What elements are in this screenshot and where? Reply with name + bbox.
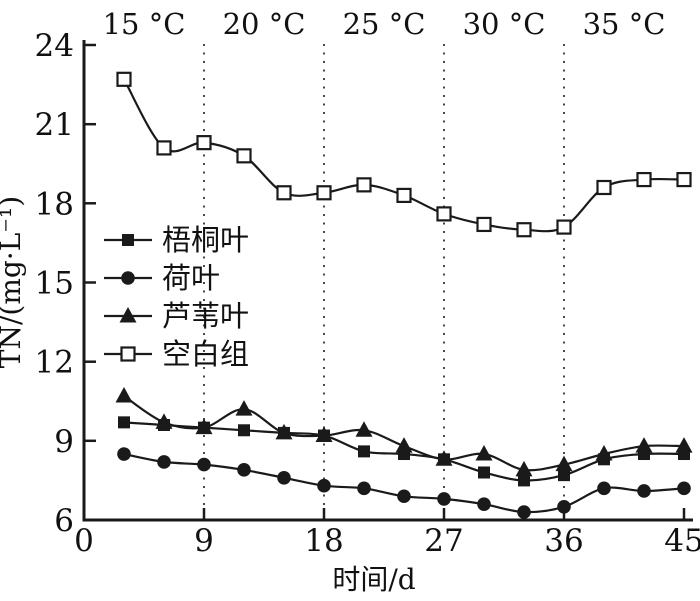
series-blank-control-open-square-marker bbox=[276, 185, 292, 201]
series-reed-leaf-filled-triangle-marker bbox=[595, 445, 613, 461]
x-axis-tick-label-0: 0 bbox=[74, 523, 94, 559]
series-blank-control-open-square-marker bbox=[596, 179, 612, 196]
legend-blank-control-open-square-marker bbox=[120, 346, 136, 362]
legend-reed-leaf-filled-triangle-marker bbox=[119, 307, 137, 323]
y-axis-tick-label-24: 24 bbox=[35, 28, 74, 64]
series-blank-control-open-square-marker bbox=[556, 219, 572, 235]
legend-wutong-leaf-filled-square-marker bbox=[122, 234, 134, 246]
series-lotus-leaf-filled-circle-marker bbox=[397, 489, 411, 504]
series-lotus-leaf-filled-circle-marker bbox=[157, 455, 171, 469]
series-lotus-leaf-filled-circle-marker bbox=[677, 481, 691, 496]
x-axis-tick-label-36: 36 bbox=[544, 523, 583, 559]
series-reed-leaf-filled-triangle-marker bbox=[435, 450, 453, 466]
series-wutong-leaf-filled-square-marker bbox=[238, 424, 250, 437]
series-blank-control-open-square-marker bbox=[676, 171, 692, 188]
series-lotus-leaf-filled-circle-marker bbox=[317, 478, 331, 493]
series-blank-control-open-square-marker bbox=[156, 140, 172, 156]
x-axis-tick-label-18: 18 bbox=[304, 523, 343, 559]
series-blank-control-open-square-marker bbox=[236, 148, 252, 164]
series-reed-leaf-filled-triangle-marker bbox=[275, 423, 293, 440]
legend-label-blank-control: 空白组 bbox=[162, 337, 249, 371]
series-blank-control-open-square-marker bbox=[636, 171, 652, 188]
x-axis-tick-label-45: 45 bbox=[664, 523, 700, 559]
series-lotus-leaf-filled-circle-marker bbox=[477, 497, 491, 511]
series-wutong-leaf-filled-square-marker bbox=[518, 474, 530, 487]
temperature-label-3: 25 °C bbox=[343, 7, 426, 41]
series-lotus-leaf-filled-circle-marker bbox=[277, 470, 291, 485]
series-reed-leaf-filled-triangle-marker bbox=[515, 460, 533, 477]
series-lotus-leaf-filled-circle-marker bbox=[517, 505, 531, 519]
series-lotus-leaf-filled-circle-marker bbox=[597, 481, 611, 496]
series-reed-leaf-filled-triangle-marker bbox=[635, 437, 653, 453]
x-axis-tick-label-27: 27 bbox=[424, 523, 463, 559]
series-lotus-leaf-filled-circle-marker bbox=[437, 492, 451, 506]
legend-label-lotus-leaf: 荷叶 bbox=[162, 261, 220, 295]
series-reed-leaf-filled-triangle-marker bbox=[195, 418, 213, 435]
y-axis-tick-label-15: 15 bbox=[35, 266, 74, 302]
y-axis-tick-label-6: 6 bbox=[54, 503, 74, 539]
series-lotus-leaf-filled-circle-marker bbox=[637, 484, 651, 498]
temperature-label-4: 30 °C bbox=[463, 7, 546, 41]
series-wutong-leaf-filled-square-marker bbox=[358, 445, 370, 458]
series-lotus-leaf-filled-circle-marker bbox=[117, 447, 131, 461]
legend-lotus-leaf-filled-circle-marker bbox=[121, 271, 135, 285]
y-axis-title: TN/(mg·L⁻¹) bbox=[0, 196, 27, 368]
y-axis-tick-label-18: 18 bbox=[35, 186, 74, 222]
series-reed-leaf-filled-triangle-marker bbox=[115, 386, 133, 403]
series-reed-leaf-filled-triangle-marker bbox=[355, 421, 373, 437]
series-blank-control-open-square-marker bbox=[356, 177, 372, 193]
series-blank-control-open-square-marker bbox=[396, 187, 412, 204]
series-reed-leaf-filled-triangle-marker bbox=[475, 445, 493, 461]
temperature-label-5: 35 °C bbox=[583, 7, 666, 41]
series-reed-leaf-filled-triangle-marker bbox=[395, 437, 413, 453]
legend-label-reed-leaf: 芦苇叶 bbox=[162, 299, 249, 333]
series-blank-control-open-square-marker bbox=[476, 216, 492, 233]
temperature-label-1: 15 °C bbox=[103, 7, 186, 41]
series-reed-leaf-filled-triangle-marker bbox=[315, 426, 333, 443]
series-wutong-leaf-filled-square-marker bbox=[558, 469, 570, 482]
series-blank-control-open-square-marker bbox=[516, 222, 532, 238]
series-blank-control-open-square-marker bbox=[436, 206, 452, 222]
series-blank-control-open-square-marker bbox=[316, 185, 332, 201]
series-blank-control-open-square-marker bbox=[116, 71, 132, 87]
temperature-label-2: 20 °C bbox=[223, 7, 306, 41]
series-reed-leaf-filled-triangle-marker bbox=[675, 437, 693, 453]
series-reed-leaf-filled-triangle-marker bbox=[555, 455, 573, 472]
series-lotus-leaf-filled-circle-marker bbox=[197, 457, 211, 472]
series-lotus-leaf-filled-circle-marker bbox=[557, 500, 571, 514]
series-wutong-leaf-filled-square-marker bbox=[478, 466, 490, 479]
series-reed-leaf-filled-triangle-marker bbox=[235, 400, 253, 416]
legend-label-wutong-leaf: 梧桐叶 bbox=[162, 223, 249, 257]
x-axis-title: 时间/d bbox=[332, 563, 415, 596]
series-reed-leaf-filled-triangle-marker bbox=[155, 413, 173, 429]
y-axis-tick-label-21: 21 bbox=[35, 107, 74, 143]
series-lotus-leaf-filled-circle-marker bbox=[237, 463, 251, 477]
series-wutong-leaf-filled-square-marker bbox=[118, 416, 130, 429]
series-lotus-leaf-filled-circle-marker bbox=[357, 481, 371, 496]
series-blank-control-open-square-marker bbox=[196, 135, 212, 151]
y-axis-tick-label-9: 9 bbox=[54, 424, 74, 460]
y-axis-tick-label-12: 12 bbox=[35, 345, 74, 381]
x-axis-tick-label-9: 9 bbox=[194, 523, 214, 559]
